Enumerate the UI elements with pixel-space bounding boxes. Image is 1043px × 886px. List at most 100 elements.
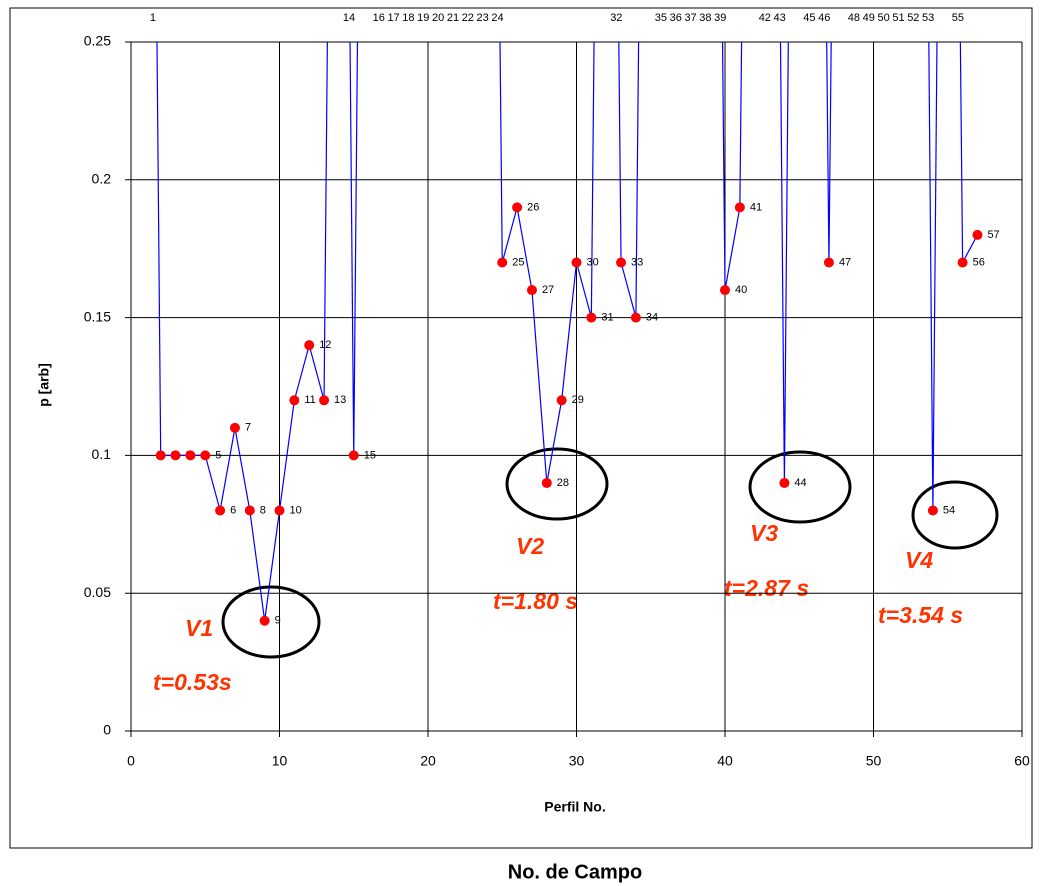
y-tick-label: 0.25 [84, 33, 111, 49]
point-label: 9 [275, 615, 281, 627]
point-label: 50 [878, 12, 890, 24]
marker [526, 285, 537, 296]
annotation: t=1.80 s [493, 588, 578, 614]
point-label: 18 [402, 12, 414, 24]
point-label: 41 [750, 201, 762, 213]
point-label: 19 [417, 12, 429, 24]
annotation: t=3.54 s [878, 602, 963, 628]
point-label: 5 [215, 449, 221, 461]
marker [571, 257, 582, 268]
x-axis-label: Perfil No. [544, 799, 605, 815]
highlight-ellipse [505, 447, 609, 521]
point-label: 17 [387, 12, 399, 24]
marker [823, 257, 834, 268]
marker [541, 477, 552, 488]
x-tick-label: 40 [717, 753, 733, 769]
point-label: 30 [587, 256, 599, 268]
y-tick-label: 0 [103, 722, 111, 738]
point-label: 22 [462, 12, 474, 24]
marker [244, 505, 255, 516]
x-tick-label: 60 [1014, 753, 1030, 769]
chart-frame [9, 7, 1033, 849]
point-label: 52 [907, 12, 919, 24]
point-label: 7 [245, 422, 251, 434]
point-label: 25 [512, 256, 524, 268]
y-tick-label: 0.1 [92, 446, 112, 462]
point-label: 53 [922, 12, 934, 24]
point-label: 37 [684, 12, 696, 24]
point-label: 55 [952, 12, 964, 24]
point-label: 44 [794, 477, 806, 489]
marker [556, 395, 567, 406]
y-tick-label: 0.05 [84, 584, 111, 600]
footer-label: No. de Campo [508, 861, 642, 883]
annotation: V2 [516, 533, 544, 559]
marker [200, 450, 211, 461]
point-label: 45 [803, 12, 815, 24]
point-label: 15 [364, 449, 376, 461]
point-label: 34 [646, 312, 658, 324]
x-tick-label: 30 [569, 753, 585, 769]
highlight-ellipse [221, 585, 321, 659]
x-tick-label: 20 [420, 753, 436, 769]
marker [229, 422, 240, 433]
point-label: 27 [542, 284, 554, 296]
marker [170, 450, 181, 461]
point-label: 38 [699, 12, 711, 24]
annotation: V1 [185, 615, 213, 641]
point-label: 57 [987, 229, 999, 241]
marker [274, 505, 285, 516]
marker [720, 285, 730, 296]
point-label: 6 [230, 504, 236, 516]
annotation: t=2.87 s [724, 575, 809, 601]
marker [319, 395, 330, 406]
point-label: 1 [150, 12, 156, 24]
point-label: 43 [774, 12, 786, 24]
marker [215, 505, 226, 516]
marker [289, 395, 300, 406]
y-tick-label: 0.2 [92, 171, 112, 187]
point-label: 14 [343, 12, 355, 24]
marker [586, 312, 597, 323]
y-tick-label: 0.15 [84, 308, 111, 324]
point-label: 23 [477, 12, 489, 24]
marker [734, 202, 745, 213]
point-label: 39 [714, 12, 726, 24]
marker [348, 450, 359, 461]
point-label: 11 [304, 394, 315, 406]
marker [185, 450, 196, 461]
point-label: 51 [892, 12, 904, 24]
marker [259, 615, 270, 626]
point-label: 24 [491, 12, 503, 24]
point-label: 36 [670, 12, 682, 24]
marker [497, 257, 508, 268]
point-label: 56 [973, 256, 985, 268]
marker [972, 229, 983, 240]
point-label: 46 [818, 12, 830, 24]
point-label: 20 [432, 12, 444, 24]
point-label: 40 [735, 284, 747, 296]
x-tick-label: 50 [866, 753, 882, 769]
marker [155, 450, 166, 461]
point-label: 26 [527, 201, 539, 213]
x-tick-label: 0 [127, 753, 135, 769]
point-label: 33 [631, 256, 643, 268]
point-label: 8 [260, 504, 266, 516]
point-label: 31 [601, 312, 613, 324]
point-label: 12 [319, 339, 331, 351]
marker [957, 257, 968, 268]
annotation: t=0.53s [153, 669, 232, 695]
point-label: 48 [848, 12, 860, 24]
point-label: 47 [839, 256, 851, 268]
annotation: V4 [905, 547, 933, 573]
marker [616, 257, 627, 268]
point-label: 10 [290, 504, 302, 516]
point-label: 16 [373, 12, 385, 24]
point-label: 49 [863, 12, 875, 24]
point-label: 29 [572, 394, 584, 406]
marker [779, 477, 790, 488]
marker [927, 505, 938, 516]
point-label: 13 [334, 394, 346, 406]
point-label: 32 [610, 12, 622, 24]
